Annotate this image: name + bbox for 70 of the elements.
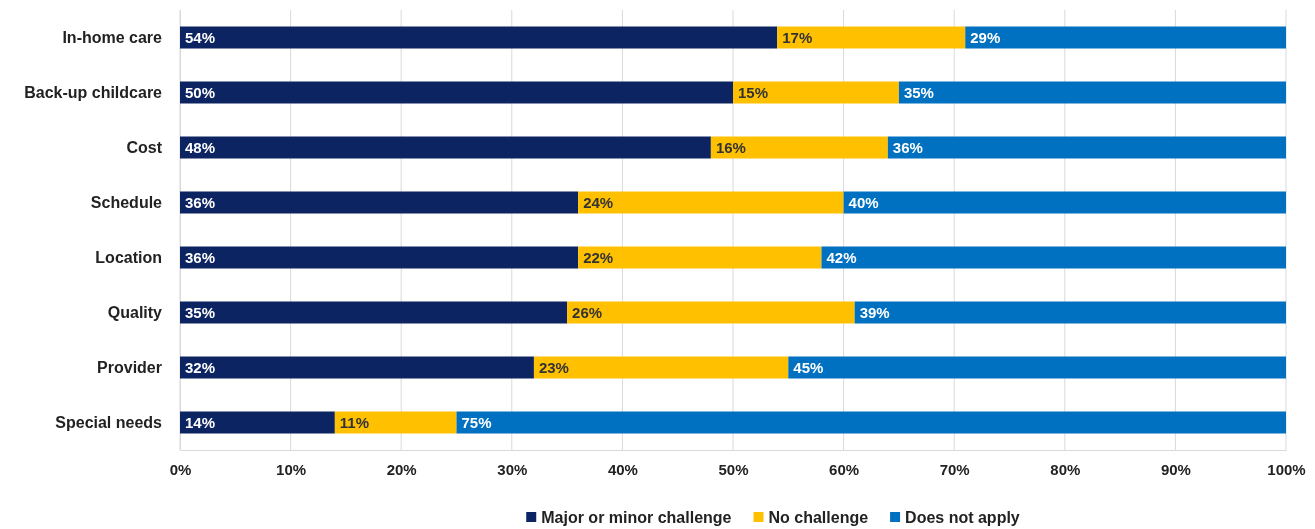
x-tick-label: 10% xyxy=(276,460,307,478)
bar xyxy=(578,246,822,269)
bar xyxy=(898,81,1286,104)
bar xyxy=(854,301,1286,324)
bar xyxy=(180,136,711,159)
y-tick-label: Quality xyxy=(107,303,163,321)
data-label: 24% xyxy=(583,193,614,211)
x-tick-label: 50% xyxy=(718,460,749,478)
data-label: 42% xyxy=(826,248,857,266)
data-label: 40% xyxy=(848,193,879,211)
y-tick-label: Provider xyxy=(97,358,162,376)
bar xyxy=(965,26,1286,49)
x-tick-label: 60% xyxy=(829,460,860,478)
y-tick-label: Cost xyxy=(126,138,163,156)
data-label: 26% xyxy=(572,303,603,321)
bar xyxy=(180,246,579,269)
y-tick-label: In-home care xyxy=(62,28,163,46)
x-tick-label: 80% xyxy=(1050,460,1081,478)
data-label: 48% xyxy=(185,138,216,156)
data-label: 16% xyxy=(715,138,746,156)
legend-label: Does not apply xyxy=(905,508,1020,526)
data-label: 17% xyxy=(782,28,813,46)
bar xyxy=(180,191,579,214)
bar xyxy=(578,191,844,214)
data-label: 15% xyxy=(738,83,769,101)
data-label: 11% xyxy=(339,413,370,431)
bar xyxy=(180,81,733,104)
x-tick-label: 100% xyxy=(1267,460,1306,478)
bar xyxy=(821,246,1286,269)
legend-label: Major or minor challenge xyxy=(541,508,732,526)
bar xyxy=(777,26,966,49)
data-label: 36% xyxy=(185,193,216,211)
x-tick-label: 30% xyxy=(497,460,528,478)
data-label: 39% xyxy=(859,303,890,321)
bar xyxy=(456,411,1286,434)
y-tick-label: Location xyxy=(95,248,162,266)
bar xyxy=(334,411,457,434)
data-label: 35% xyxy=(903,83,934,101)
data-label: 45% xyxy=(793,358,824,376)
bar xyxy=(180,411,335,434)
y-tick-label: Back-up childcare xyxy=(24,83,163,101)
data-label: 54% xyxy=(185,28,216,46)
data-label: 75% xyxy=(461,413,492,431)
data-label: 14% xyxy=(185,413,216,431)
data-label: 23% xyxy=(538,358,569,376)
bar xyxy=(180,301,568,324)
bar xyxy=(733,81,899,104)
x-tick-label: 40% xyxy=(607,460,638,478)
data-label: 36% xyxy=(892,138,923,156)
data-label: 22% xyxy=(583,248,614,266)
data-label: 29% xyxy=(970,28,1001,46)
bar xyxy=(180,356,534,379)
bar xyxy=(710,136,888,159)
y-tick-label: Special needs xyxy=(55,413,163,431)
x-tick-label: 70% xyxy=(939,460,970,478)
bar xyxy=(843,191,1286,214)
bar xyxy=(788,356,1286,379)
bar xyxy=(567,301,855,324)
data-label: 50% xyxy=(185,83,216,101)
data-label: 32% xyxy=(185,358,216,376)
bar xyxy=(887,136,1286,159)
data-label: 36% xyxy=(185,248,216,266)
data-label: 35% xyxy=(185,303,216,321)
bar xyxy=(533,356,789,379)
x-tick-label: 20% xyxy=(386,460,417,478)
bar xyxy=(180,26,778,49)
y-tick-label: Schedule xyxy=(90,193,163,211)
x-tick-label: 90% xyxy=(1160,460,1191,478)
x-tick-label: 0% xyxy=(169,460,192,478)
legend-label: No challenge xyxy=(768,508,869,526)
